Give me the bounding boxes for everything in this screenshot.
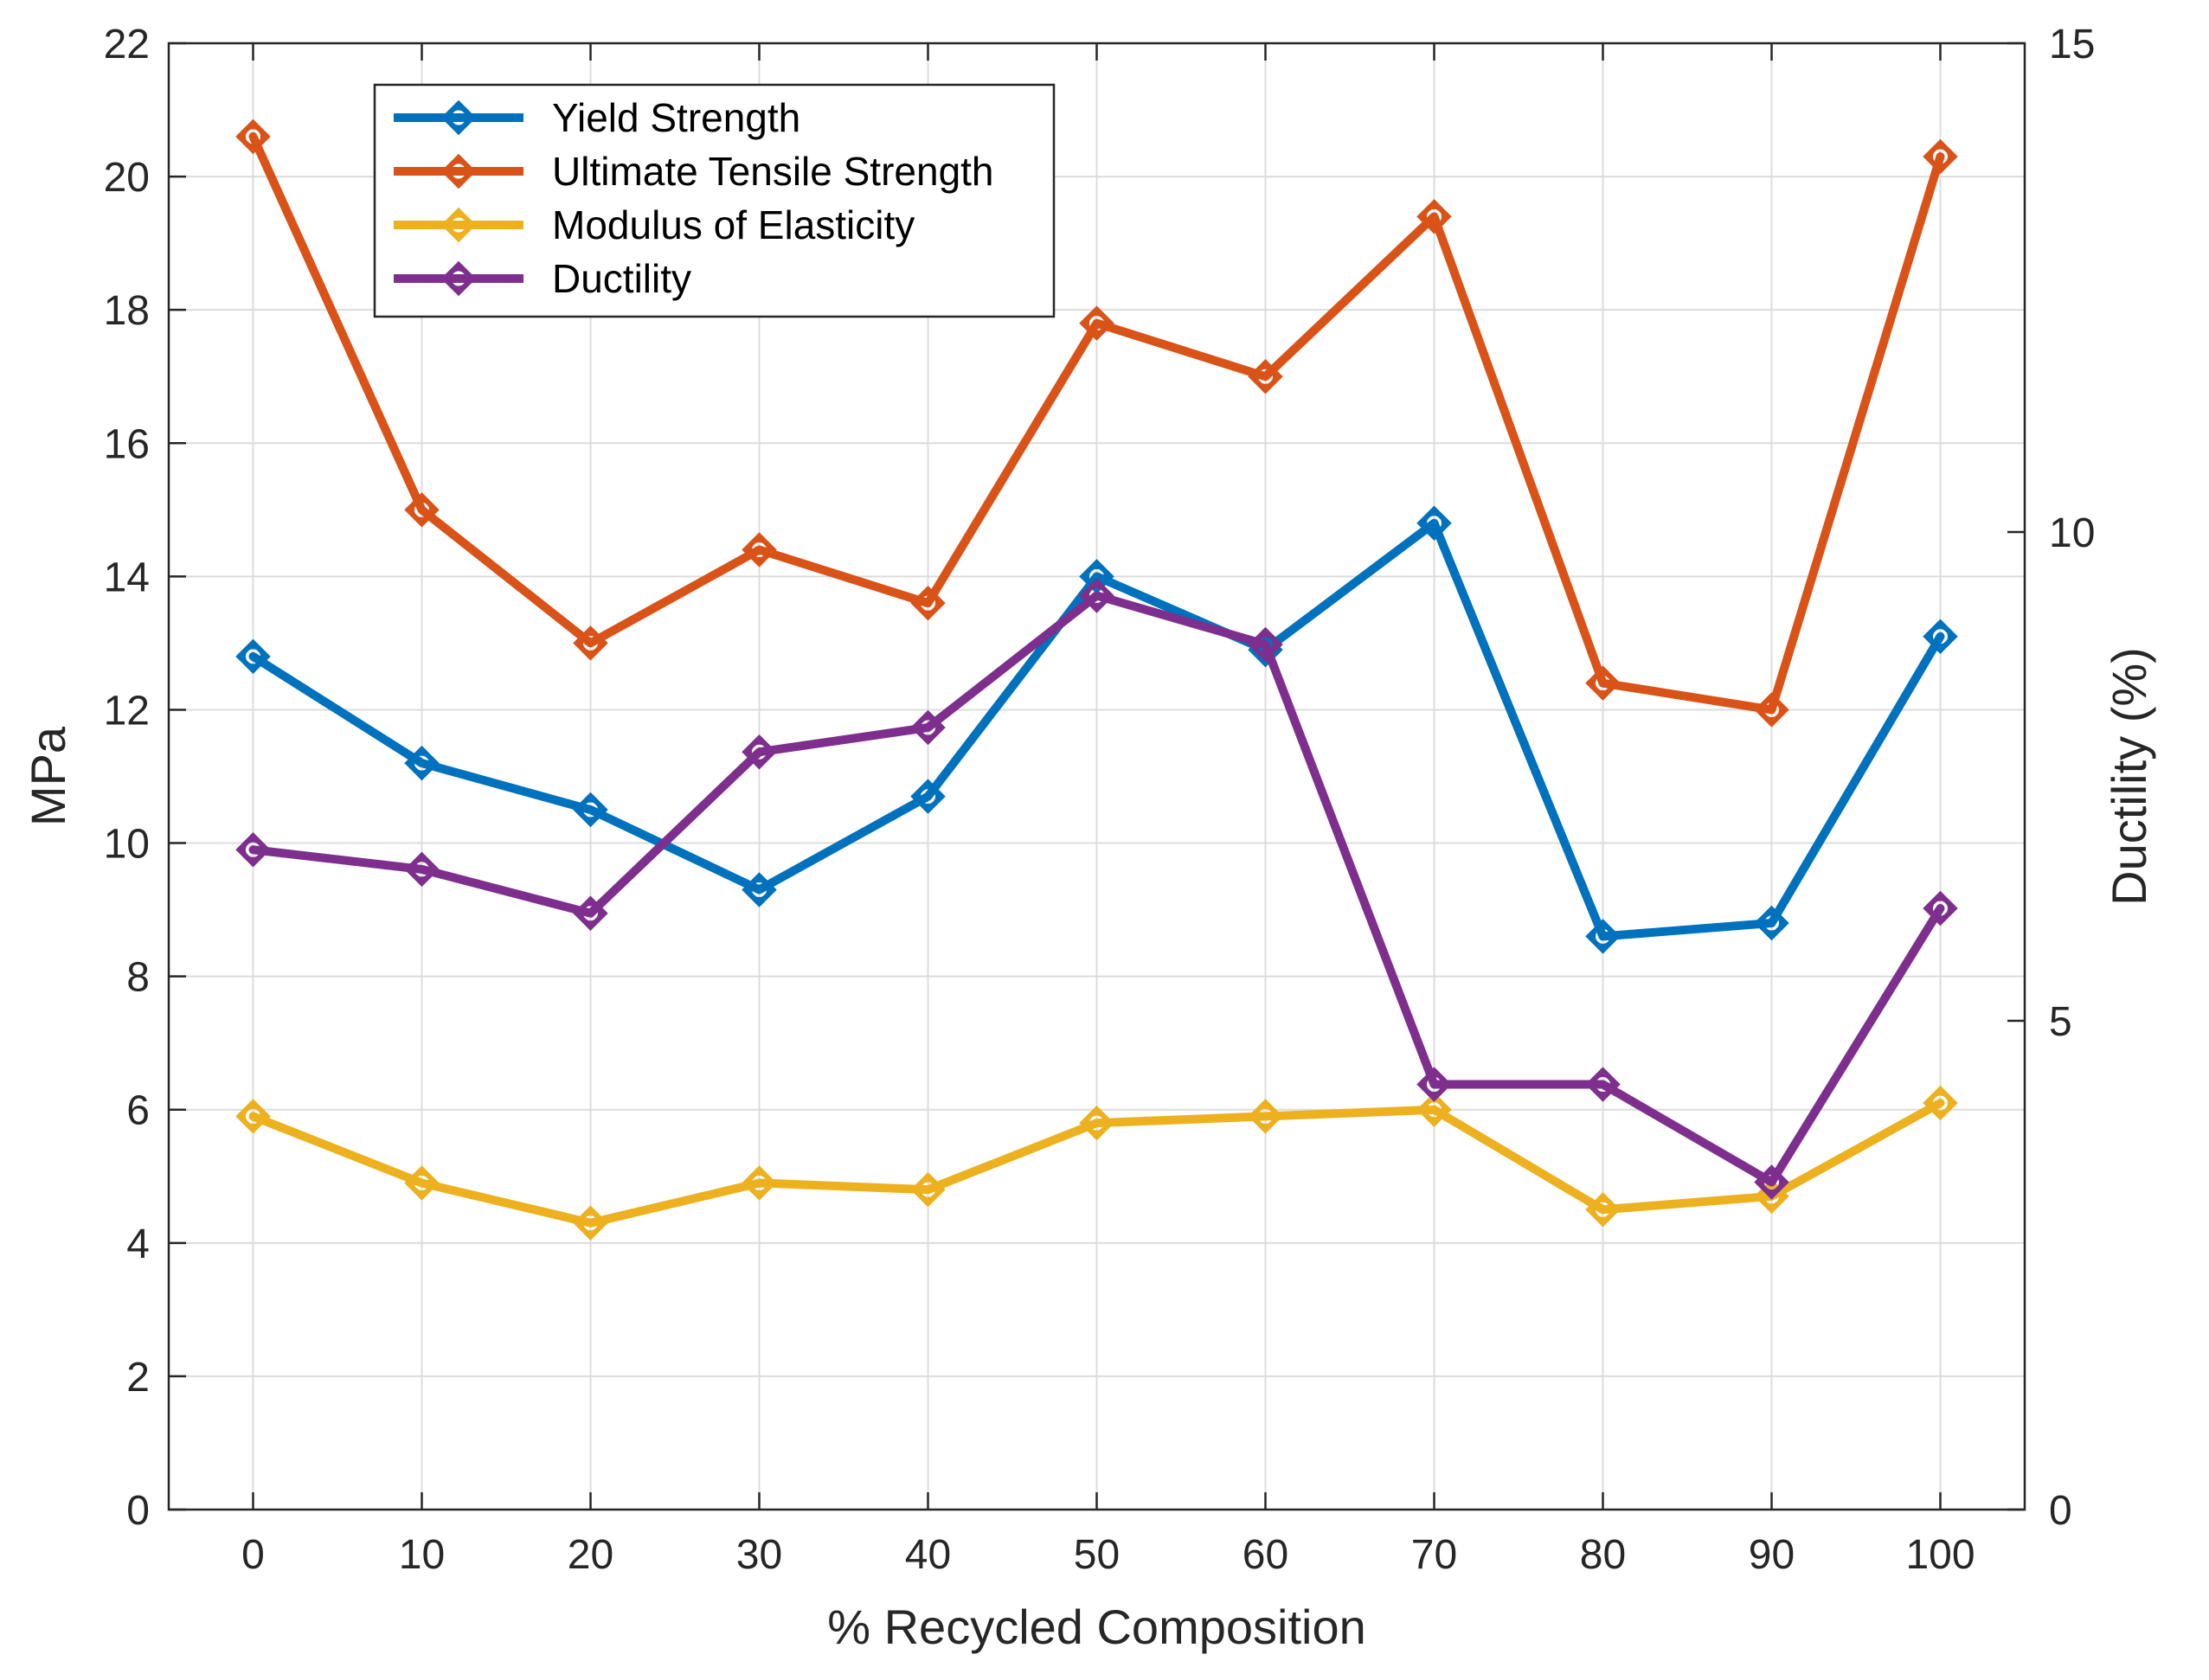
y-tick-label: 16 <box>104 421 150 467</box>
data-point-ring <box>241 1104 265 1128</box>
y-tick-label: 14 <box>104 555 150 600</box>
data-point-ring <box>410 497 433 522</box>
data-point-ring <box>1929 144 1952 169</box>
data-point-ring <box>1929 625 1952 649</box>
series-layer <box>235 119 1958 1241</box>
y2-tick-label: 15 <box>2049 22 2095 67</box>
data-point-ring <box>579 901 602 926</box>
y2-axis-title: Ductility (%) <box>2102 647 2156 906</box>
data-point-ring <box>241 644 265 669</box>
data-point-ring <box>241 125 265 149</box>
x-tick-label: 40 <box>905 1532 951 1578</box>
data-point-ring <box>916 715 940 740</box>
y2-tick-label: 10 <box>2049 510 2095 556</box>
data-point-ring <box>1422 511 1446 535</box>
legend-label: Ultimate Tensile Strength <box>552 149 994 194</box>
series-line-yield-strength <box>248 518 1945 941</box>
series-modulus-of-elasticity <box>235 1085 1958 1241</box>
legend-marker-ring <box>446 106 471 130</box>
data-point-ring <box>1591 924 1615 948</box>
data-point-ring <box>1591 1072 1615 1096</box>
x-axis-title: % Recycled Composition <box>827 1600 1365 1654</box>
x-tick-label: 0 <box>241 1532 265 1578</box>
data-point-ring <box>1254 1104 1277 1128</box>
y-tick-label: 20 <box>104 155 150 201</box>
data-point-ring <box>916 591 940 615</box>
data-point-ring <box>579 1211 602 1235</box>
y-tick-label: 2 <box>126 1355 150 1401</box>
data-point-ring <box>1929 1091 1952 1115</box>
data-point-ring <box>1085 311 1108 336</box>
data-point-ring <box>748 877 771 901</box>
legend-label: Ductility <box>552 256 691 301</box>
data-point-ring <box>579 631 602 655</box>
data-point-ring <box>1760 1184 1783 1209</box>
data-point-ring <box>579 798 602 822</box>
x-tick-label: 10 <box>399 1532 445 1578</box>
data-point-ring <box>1254 364 1277 388</box>
data-point-ring <box>748 740 771 764</box>
data-point-ring <box>1929 896 1952 920</box>
data-point-ring <box>1085 1111 1108 1135</box>
axis-ticks: 0 10 20 30 40 50 60 70 80 90 100024681012141618202… <box>104 22 2096 1578</box>
y-tick-label: 18 <box>104 288 150 334</box>
data-point-ring <box>1422 1072 1446 1096</box>
legend-marker-ring <box>446 266 471 291</box>
y-tick-label: 0 <box>126 1488 150 1534</box>
legend-label: Modulus of Elasticity <box>552 202 915 247</box>
series-line-modulus-of-elasticity <box>248 1099 1945 1228</box>
y-axis-title: MPa <box>21 726 75 826</box>
series-line-ductility <box>248 591 1945 1187</box>
data-point-ring <box>1760 697 1783 721</box>
x-tick-label: 60 <box>1243 1532 1288 1578</box>
data-point-ring <box>1085 583 1108 607</box>
legend: Yield Strength Ultimate Tensile Strength M… <box>373 83 1056 318</box>
x-tick-label: 90 <box>1749 1532 1795 1578</box>
x-tick-label: 50 <box>1074 1532 1120 1578</box>
data-point-ring <box>241 837 265 862</box>
data-point-ring <box>1254 632 1277 657</box>
y2-tick-label: 5 <box>2049 999 2072 1045</box>
data-point-ring <box>1422 204 1446 228</box>
x-tick-label: 80 <box>1580 1532 1626 1578</box>
y-tick-label: 22 <box>104 22 150 67</box>
x-tick-label: 100 <box>1905 1532 1975 1578</box>
x-tick-label: 70 <box>1411 1532 1457 1578</box>
data-point-ring <box>916 1177 940 1202</box>
data-point-ring <box>410 857 433 882</box>
legend-label: Yield Strength <box>552 95 800 140</box>
y2-tick-label: 0 <box>2049 1488 2072 1534</box>
series-ultimate-tensile-strength <box>235 119 1958 728</box>
data-point-ring <box>748 1170 771 1195</box>
data-point-ring <box>916 785 940 809</box>
y-tick-label: 10 <box>104 822 150 868</box>
series-line-ultimate-tensile-strength <box>248 131 1945 715</box>
y-tick-label: 6 <box>126 1088 150 1134</box>
data-point-ring <box>1591 1197 1615 1222</box>
data-point-ring <box>1591 671 1615 696</box>
data-point-ring <box>748 538 771 562</box>
y-tick-label: 8 <box>126 955 150 1001</box>
x-tick-label: 30 <box>736 1532 782 1578</box>
x-tick-label: 20 <box>568 1532 613 1578</box>
legend-marker-ring <box>446 213 471 237</box>
data-point-ring <box>1760 1170 1783 1194</box>
y-tick-label: 12 <box>104 688 150 734</box>
data-point-ring <box>1760 911 1783 935</box>
legend-marker-ring <box>446 159 471 183</box>
data-point-ring <box>410 1170 433 1195</box>
y-tick-label: 4 <box>126 1222 150 1267</box>
series-ductility <box>235 578 1958 1200</box>
data-point-ring <box>410 751 433 775</box>
